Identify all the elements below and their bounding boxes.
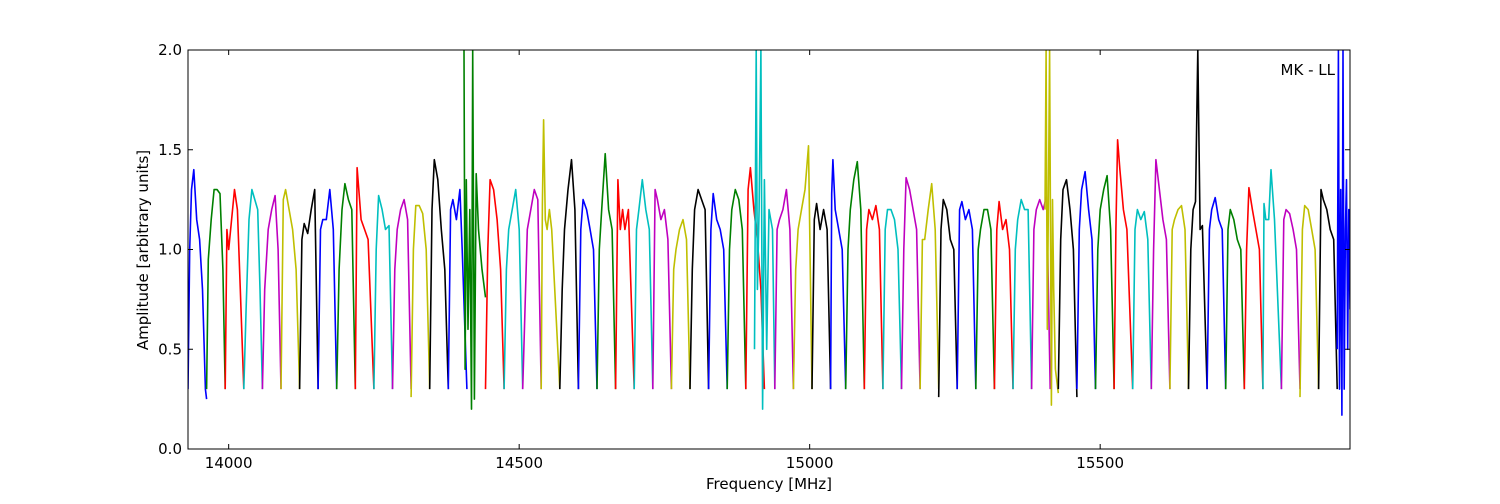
series-line-62 (1299, 204, 1320, 398)
series-line-44 (975, 208, 996, 390)
series-line-59 (1243, 186, 1264, 390)
series-line-5 (261, 194, 282, 390)
y-tick-label: 0.5 (158, 340, 182, 358)
series-line-19 (521, 188, 542, 390)
series-line-18 (503, 188, 524, 390)
series-line-23 (596, 152, 617, 390)
series-line-35 (811, 202, 832, 390)
series-line-36 (829, 158, 847, 390)
series-line-43 (956, 200, 977, 390)
x-tick-label: 15500 (1076, 454, 1124, 472)
series-line-22 (577, 198, 598, 390)
series-line-39 (882, 208, 903, 390)
series-line-13 (410, 204, 431, 398)
series-line-9 (335, 182, 357, 390)
series-line-55 (1169, 204, 1190, 390)
series-line-6 (280, 188, 301, 390)
x-tick-label: 14000 (205, 454, 253, 472)
series-line-4 (243, 188, 264, 390)
series-line-46 (1012, 198, 1033, 390)
annotation-label: MK - LL (1281, 61, 1336, 79)
y-tick-label: 1.0 (158, 241, 182, 259)
series-line-63 (1317, 188, 1338, 390)
series-line-27 (670, 218, 691, 390)
series-line-34 (792, 145, 813, 390)
series-line-50 (1076, 170, 1097, 390)
series-line-51 (1094, 174, 1115, 390)
x-tick-label: 14500 (495, 454, 543, 472)
series-line-53 (1131, 208, 1153, 390)
series-line-30 (726, 188, 747, 390)
tick-layer: 14000 14500 15000 15500 0.0 0.5 1.0 1.5 2.0 (158, 41, 1350, 472)
series-line-61 (1280, 208, 1301, 390)
series-line-14 (428, 158, 450, 390)
series-line-37 (844, 160, 866, 390)
series-line-12 (391, 198, 412, 390)
series-line-15 (447, 188, 468, 390)
series-line-57 (1206, 196, 1227, 390)
series-layer (188, 50, 1350, 416)
series-line-32 (753, 50, 776, 410)
series-line-3 (224, 188, 245, 390)
series-line-49 (1057, 178, 1078, 398)
series-line-54 (1150, 158, 1171, 390)
series-line-45 (993, 200, 1014, 390)
series-line-21 (559, 158, 580, 390)
series-line-29 (707, 192, 728, 390)
series-line-1 (188, 168, 208, 400)
series-line-17 (484, 178, 505, 390)
series-line-24 (614, 178, 635, 390)
series-line-31 (745, 166, 766, 390)
series-line-8 (317, 188, 338, 390)
y-tick-label: 1.5 (158, 141, 182, 159)
series-line-42 (937, 198, 958, 398)
y-tick-label: 2.0 (158, 41, 182, 59)
series-line-40 (900, 176, 921, 390)
series-line-52 (1113, 139, 1134, 390)
series-line-38 (863, 204, 884, 390)
series-line-10 (354, 166, 375, 390)
series-line-41 (919, 182, 940, 390)
x-tick-label: 15000 (786, 454, 834, 472)
series-line-25 (633, 178, 654, 390)
series-line-60 (1262, 168, 1283, 390)
series-line-16 (463, 50, 487, 410)
series-line-64 (1336, 50, 1350, 416)
y-axis-label: Amplitude [arbitrary units] (134, 150, 152, 350)
series-line-20 (540, 119, 561, 390)
series-line-48 (1044, 50, 1060, 406)
series-line-11 (373, 194, 394, 390)
series-line-26 (652, 188, 673, 390)
y-tick-label: 0.0 (158, 440, 182, 458)
series-line-58 (1224, 208, 1246, 390)
series-line-33 (774, 188, 795, 390)
series-line-56 (1187, 50, 1208, 390)
series-line-7 (298, 188, 319, 390)
series-line-28 (689, 188, 710, 390)
x-axis-label: Frequency [MHz] (706, 475, 832, 493)
series-line-2 (205, 188, 226, 390)
